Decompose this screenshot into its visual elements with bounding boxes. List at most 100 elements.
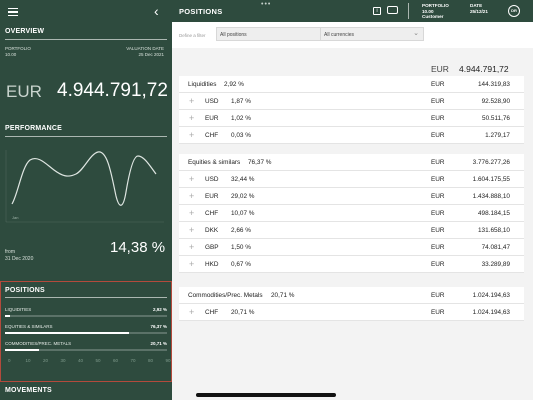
position-group-card: Equities & similars 76,37 % EUR 3.776.277,2… — [179, 154, 524, 273]
axis-tick-label: 60 — [113, 358, 119, 363]
row-percent: 32,44 % — [231, 176, 255, 183]
row-percent: 1,02 % — [231, 115, 251, 122]
date-meta[interactable]: DATE 25/12/21 — [470, 3, 488, 14]
row-currency: EUR — [431, 176, 445, 183]
performance-from: from 31 Dec 2020 — [5, 249, 33, 263]
group-header-row[interactable]: Equities & similars 76,37 % EUR 3.776.277,2… — [179, 154, 524, 171]
menu-icon[interactable] — [8, 8, 18, 16]
plus-icon[interactable]: + — [189, 307, 195, 317]
row-value: 74.081,47 — [481, 244, 510, 251]
divider — [5, 297, 167, 298]
position-row[interactable]: + EUR 1,02 % EUR 50.511,76 — [179, 110, 524, 127]
row-value: 498.184,15 — [478, 210, 510, 217]
row-ccy: CHF — [205, 309, 219, 316]
position-row[interactable]: + EUR 29,02 % EUR 1.434.888,10 — [179, 188, 524, 205]
chart-month-label: Jan — [12, 215, 18, 220]
row-percent: 1,87 % — [231, 98, 251, 105]
row-percent: 1,50 % — [231, 244, 251, 251]
valuation-date-value: 25 Dec 2021 — [138, 52, 164, 57]
divider — [408, 3, 409, 19]
row-currency: EUR — [431, 210, 445, 217]
plus-icon[interactable]: + — [189, 174, 195, 184]
valuation-date-label: VALUATION DATE — [126, 46, 164, 51]
avatar-icon[interactable]: DR — [508, 5, 520, 17]
position-label: LIQUIDITIES — [5, 307, 32, 312]
document-icon[interactable]: i — [373, 7, 381, 15]
row-value: 1.279,17 — [485, 132, 510, 139]
row-value: 1.604.175,55 — [472, 176, 510, 183]
performance-title[interactable]: PERFORMANCE — [5, 125, 63, 132]
back-chevron-icon[interactable]: ‹ — [154, 3, 159, 19]
row-ccy: HKD — [205, 261, 219, 268]
plus-icon[interactable]: + — [189, 96, 195, 106]
positions-select-value: All positions — [220, 32, 247, 38]
filter-label: Define a filter — [179, 33, 206, 38]
group-name: Commodities/Prec. Metals — [188, 292, 263, 299]
position-value: 20,71 % — [150, 341, 167, 346]
row-value: 50.511,76 — [482, 115, 510, 122]
position-row[interactable]: + CHF 0,03 % EUR 1.279,17 — [179, 127, 524, 144]
position-bar-fill — [5, 315, 10, 317]
position-row[interactable]: + USD 1,87 % EUR 92.528,90 — [179, 93, 524, 110]
row-value: 92.528,90 — [481, 98, 510, 105]
multitask-dots[interactable]: ••• — [261, 1, 272, 8]
plus-icon[interactable]: + — [189, 259, 195, 269]
overview-title: OVERVIEW — [5, 28, 45, 35]
performance-chart[interactable]: Jan — [4, 148, 166, 224]
positions-summary-card[interactable]: POSITIONS LIQUIDITIES 2,92 % EQUITIES & … — [0, 281, 172, 382]
plus-icon[interactable]: + — [189, 225, 195, 235]
filter-bar: Define a filter All positions All curren… — [172, 22, 533, 48]
position-row[interactable]: + DKK 2,66 % EUR 131.658,10 — [179, 222, 524, 239]
position-row[interactable]: + GBP 1,50 % EUR 74.081,47 — [179, 239, 524, 256]
position-row[interactable]: + CHF 20,71 % EUR 1.024.194,63 — [179, 304, 524, 321]
positions-select[interactable]: All positions — [216, 27, 321, 41]
plus-icon[interactable]: + — [189, 242, 195, 252]
row-ccy: CHF — [205, 132, 219, 139]
portfolio-label: PORTFOLIO — [422, 3, 449, 8]
group-name: Liquidities — [188, 81, 217, 88]
position-bar-fill — [5, 349, 39, 351]
chat-icon[interactable] — [387, 6, 398, 14]
row-currency: EUR — [431, 309, 445, 316]
position-row-liquidities: LIQUIDITIES 2,92 % — [5, 307, 167, 312]
row-currency: EUR — [431, 132, 445, 139]
group-percent: 20,71 % — [271, 292, 295, 299]
divider — [5, 136, 167, 137]
left-panel-topbar: ‹ — [0, 0, 172, 22]
position-value: 76,37 % — [150, 324, 167, 329]
home-indicator[interactable] — [196, 393, 336, 397]
performance-line — [11, 151, 157, 206]
plus-icon[interactable]: + — [189, 113, 195, 123]
row-currency: EUR — [431, 98, 445, 105]
portfolio-meta[interactable]: PORTFOLIO 10.00 Customer — [422, 3, 449, 20]
position-label: EQUITIES & SIMILARS — [5, 324, 53, 329]
divider — [5, 39, 167, 40]
position-bar-track — [5, 332, 167, 334]
axis-tick-label: 30 — [60, 358, 66, 363]
row-percent: 2,66 % — [231, 227, 251, 234]
plus-icon[interactable]: + — [189, 191, 195, 201]
currencies-select[interactable]: All currencies ⌄ — [320, 27, 424, 41]
row-ccy: USD — [205, 98, 219, 105]
plus-icon[interactable]: + — [189, 208, 195, 218]
row-currency: EUR — [431, 244, 445, 251]
row-ccy: CHF — [205, 210, 219, 217]
left-panel: ‹ OVERVIEW PORTFOLIO 10.00 VALUATION DAT… — [0, 0, 172, 400]
date-value: 25/12/21 — [470, 8, 488, 14]
group-header-row[interactable]: Liquidities 2,92 % EUR 144.319,83 — [179, 76, 524, 93]
group-value: 3.776.277,26 — [472, 159, 510, 166]
group-name: Equities & similars — [188, 159, 241, 166]
position-row[interactable]: + USD 32,44 % EUR 1.604.175,55 — [179, 171, 524, 188]
plus-icon[interactable]: + — [189, 130, 195, 140]
row-percent: 0,67 % — [231, 261, 251, 268]
page-title: POSITIONS — [179, 7, 223, 16]
position-row[interactable]: + CHF 10,07 % EUR 498.184,15 — [179, 205, 524, 222]
overview-total-value: 4.944.791,72 — [57, 80, 168, 101]
position-row[interactable]: + HKD 0,67 % EUR 33.289,89 — [179, 256, 524, 273]
row-currency: EUR — [431, 227, 445, 234]
movements-title[interactable]: MOVEMENTS — [5, 387, 52, 394]
row-currency: EUR — [431, 115, 445, 122]
row-value: 1.024.194,63 — [472, 309, 510, 316]
group-header-row[interactable]: Commodities/Prec. Metals 20,71 % EUR 1.024.… — [179, 287, 524, 304]
date-label: DATE — [470, 3, 483, 8]
